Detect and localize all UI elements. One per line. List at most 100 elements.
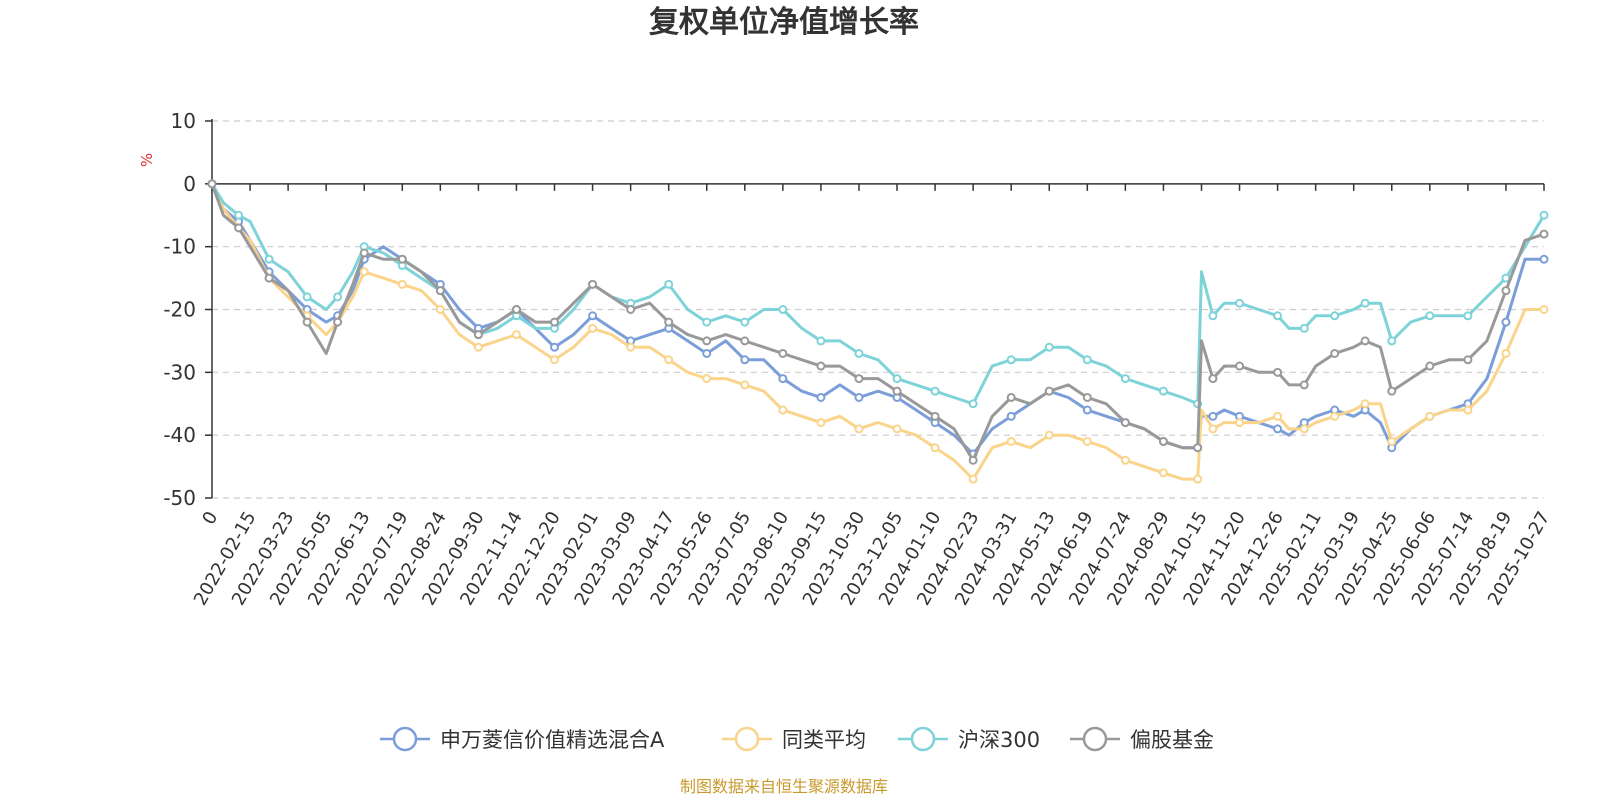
data-point <box>1330 348 1340 358</box>
data-point <box>511 330 521 340</box>
gridlines <box>212 120 1544 499</box>
series-line <box>210 182 1546 406</box>
data-point <box>435 286 445 296</box>
data-point <box>1044 430 1054 440</box>
data-point <box>1539 229 1549 239</box>
y-tick-label: -20 <box>163 298 196 322</box>
series-line <box>210 182 1546 462</box>
legend-label: 沪深300 <box>958 728 1040 752</box>
data-point <box>1208 311 1218 321</box>
data-point <box>1044 386 1054 396</box>
legend-marker <box>1082 726 1108 752</box>
data-point <box>740 380 750 390</box>
data-point <box>333 292 343 302</box>
data-point <box>1425 311 1435 321</box>
data-point <box>740 317 750 327</box>
data-point <box>1539 210 1549 220</box>
data-point <box>1360 399 1370 409</box>
data-point <box>1299 323 1309 333</box>
data-point <box>1273 424 1283 434</box>
data-point <box>664 355 674 365</box>
data-point <box>1501 317 1511 327</box>
data-point <box>1539 305 1549 314</box>
legend-item[interactable]: 沪深300 <box>898 726 1040 752</box>
data-point <box>778 374 788 384</box>
series-2 <box>207 179 1549 409</box>
data-point <box>1193 443 1203 453</box>
data-point <box>968 399 978 409</box>
data-point <box>397 279 407 289</box>
data-point <box>1044 342 1054 352</box>
data-point <box>816 336 826 346</box>
data-point <box>1235 418 1245 428</box>
data-point <box>1082 405 1092 415</box>
data-point <box>359 267 369 277</box>
y-tick-label: -10 <box>163 235 196 259</box>
data-point <box>550 317 560 327</box>
data-point <box>1006 355 1016 365</box>
data-point <box>1425 361 1435 371</box>
data-point <box>702 317 712 327</box>
data-point <box>1208 424 1218 434</box>
data-point <box>473 330 483 340</box>
data-point <box>1387 436 1397 446</box>
data-point <box>778 405 788 415</box>
data-point <box>1208 411 1218 421</box>
legend[interactable]: 申万菱信价值精选混合A 同类平均 沪深300 偏股基金 <box>380 726 1214 752</box>
legend-label: 申万菱信价值精选混合A <box>440 728 665 752</box>
data-point <box>359 248 369 258</box>
data-point <box>1120 455 1130 465</box>
data-point <box>1425 411 1435 421</box>
data-point <box>892 374 902 384</box>
data-point <box>1082 436 1092 446</box>
legend-marker <box>910 726 936 752</box>
data-point <box>1299 380 1309 390</box>
legend-item[interactable]: 偏股基金 <box>1070 726 1214 752</box>
data-point <box>930 411 940 421</box>
data-point <box>1360 336 1370 346</box>
data-point <box>264 273 274 283</box>
data-point <box>778 348 788 358</box>
data-point <box>588 311 598 321</box>
data-point <box>1387 336 1397 346</box>
data-point <box>854 374 864 384</box>
series-0 <box>207 179 1549 459</box>
y-tick-label: -30 <box>163 360 196 384</box>
data-point <box>854 424 864 434</box>
data-point <box>1273 367 1283 377</box>
y-tick-label: 10 <box>171 109 196 133</box>
series-3 <box>207 179 1549 465</box>
data-point <box>1082 355 1092 365</box>
legend-marker <box>392 726 418 752</box>
data-point <box>302 317 312 327</box>
data-point <box>1006 411 1016 421</box>
data-point <box>740 336 750 346</box>
data-point <box>264 254 274 264</box>
data-point <box>816 392 826 402</box>
data-point <box>892 424 902 434</box>
data-point <box>854 348 864 358</box>
data-point <box>1387 386 1397 396</box>
data-point <box>740 355 750 365</box>
data-point <box>1463 355 1473 365</box>
legend-item[interactable]: 申万菱信价值精选混合A <box>380 726 665 752</box>
data-point <box>435 305 445 314</box>
axes: 100-10-20-30-40-5002022-02-152022-03-232… <box>163 109 1554 609</box>
data-point <box>1193 474 1203 484</box>
y-tick-label: -40 <box>163 423 196 447</box>
y-tick-label: 0 <box>183 172 196 196</box>
legend-item[interactable]: 同类平均 <box>722 726 866 752</box>
data-point <box>816 361 826 371</box>
data-point <box>664 279 674 289</box>
data-point <box>968 474 978 484</box>
data-point <box>1273 311 1283 321</box>
data-point <box>473 342 483 352</box>
data-point <box>626 305 636 314</box>
data-point <box>1501 286 1511 296</box>
legend-label: 偏股基金 <box>1130 728 1214 752</box>
data-point <box>1463 311 1473 321</box>
data-point <box>892 386 902 396</box>
data-point <box>702 336 712 346</box>
data-point <box>1235 361 1245 371</box>
